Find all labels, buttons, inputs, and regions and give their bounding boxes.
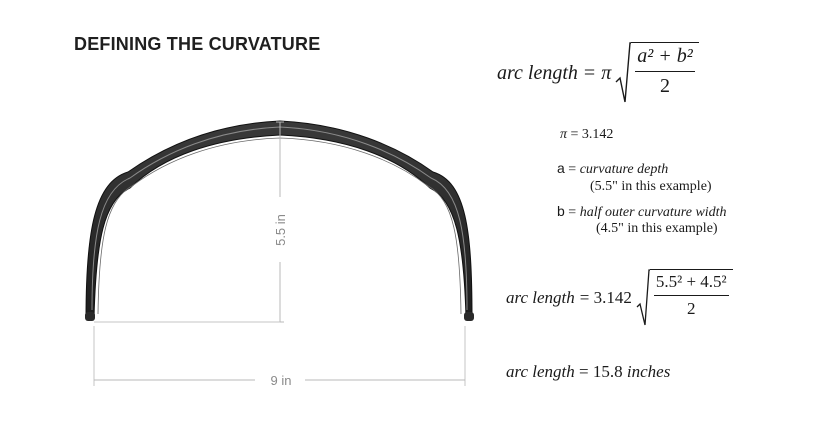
sub-lhs: arc length <box>506 288 575 307</box>
page-title: DEFINING THE CURVATURE <box>74 34 321 54</box>
a-example: (5.5" in this example) <box>590 179 712 194</box>
formula-pi: π <box>601 61 612 84</box>
sqrt-radical: a² + b² 2 <box>615 42 699 104</box>
b-definition: b = half outer curvature width <box>557 203 727 220</box>
width-label: 9 in <box>271 373 292 388</box>
sub-rhs: = 3.142 <box>579 288 632 307</box>
arch-right-end <box>464 312 474 321</box>
formula-denominator: 2 <box>659 75 670 97</box>
formula-equals: = <box>583 61 596 84</box>
sub-sqrt-radical: 5.5² + 4.5² 2 <box>636 269 733 327</box>
arch-left-end <box>85 312 95 321</box>
arc-length-result: arc length = 15.8 inches <box>506 362 671 381</box>
a-definition: a = curvature depth <box>557 160 669 177</box>
formula-numerator: a² + b² <box>635 45 695 72</box>
formula-lhs: arc length <box>497 61 578 84</box>
arc-length-formula: arc length = π a² + b² 2 <box>497 42 699 104</box>
arc-length-substituted: arc length = 3.142 5.5² + 4.5² 2 <box>506 269 733 327</box>
sub-numerator: 5.5² + 4.5² <box>653 272 729 296</box>
height-label: 5.5 in <box>273 214 288 246</box>
sub-denominator: 2 <box>687 299 696 318</box>
pi-definition: π = 3.142 <box>560 127 614 142</box>
b-example: (4.5" in this example) <box>596 221 718 236</box>
